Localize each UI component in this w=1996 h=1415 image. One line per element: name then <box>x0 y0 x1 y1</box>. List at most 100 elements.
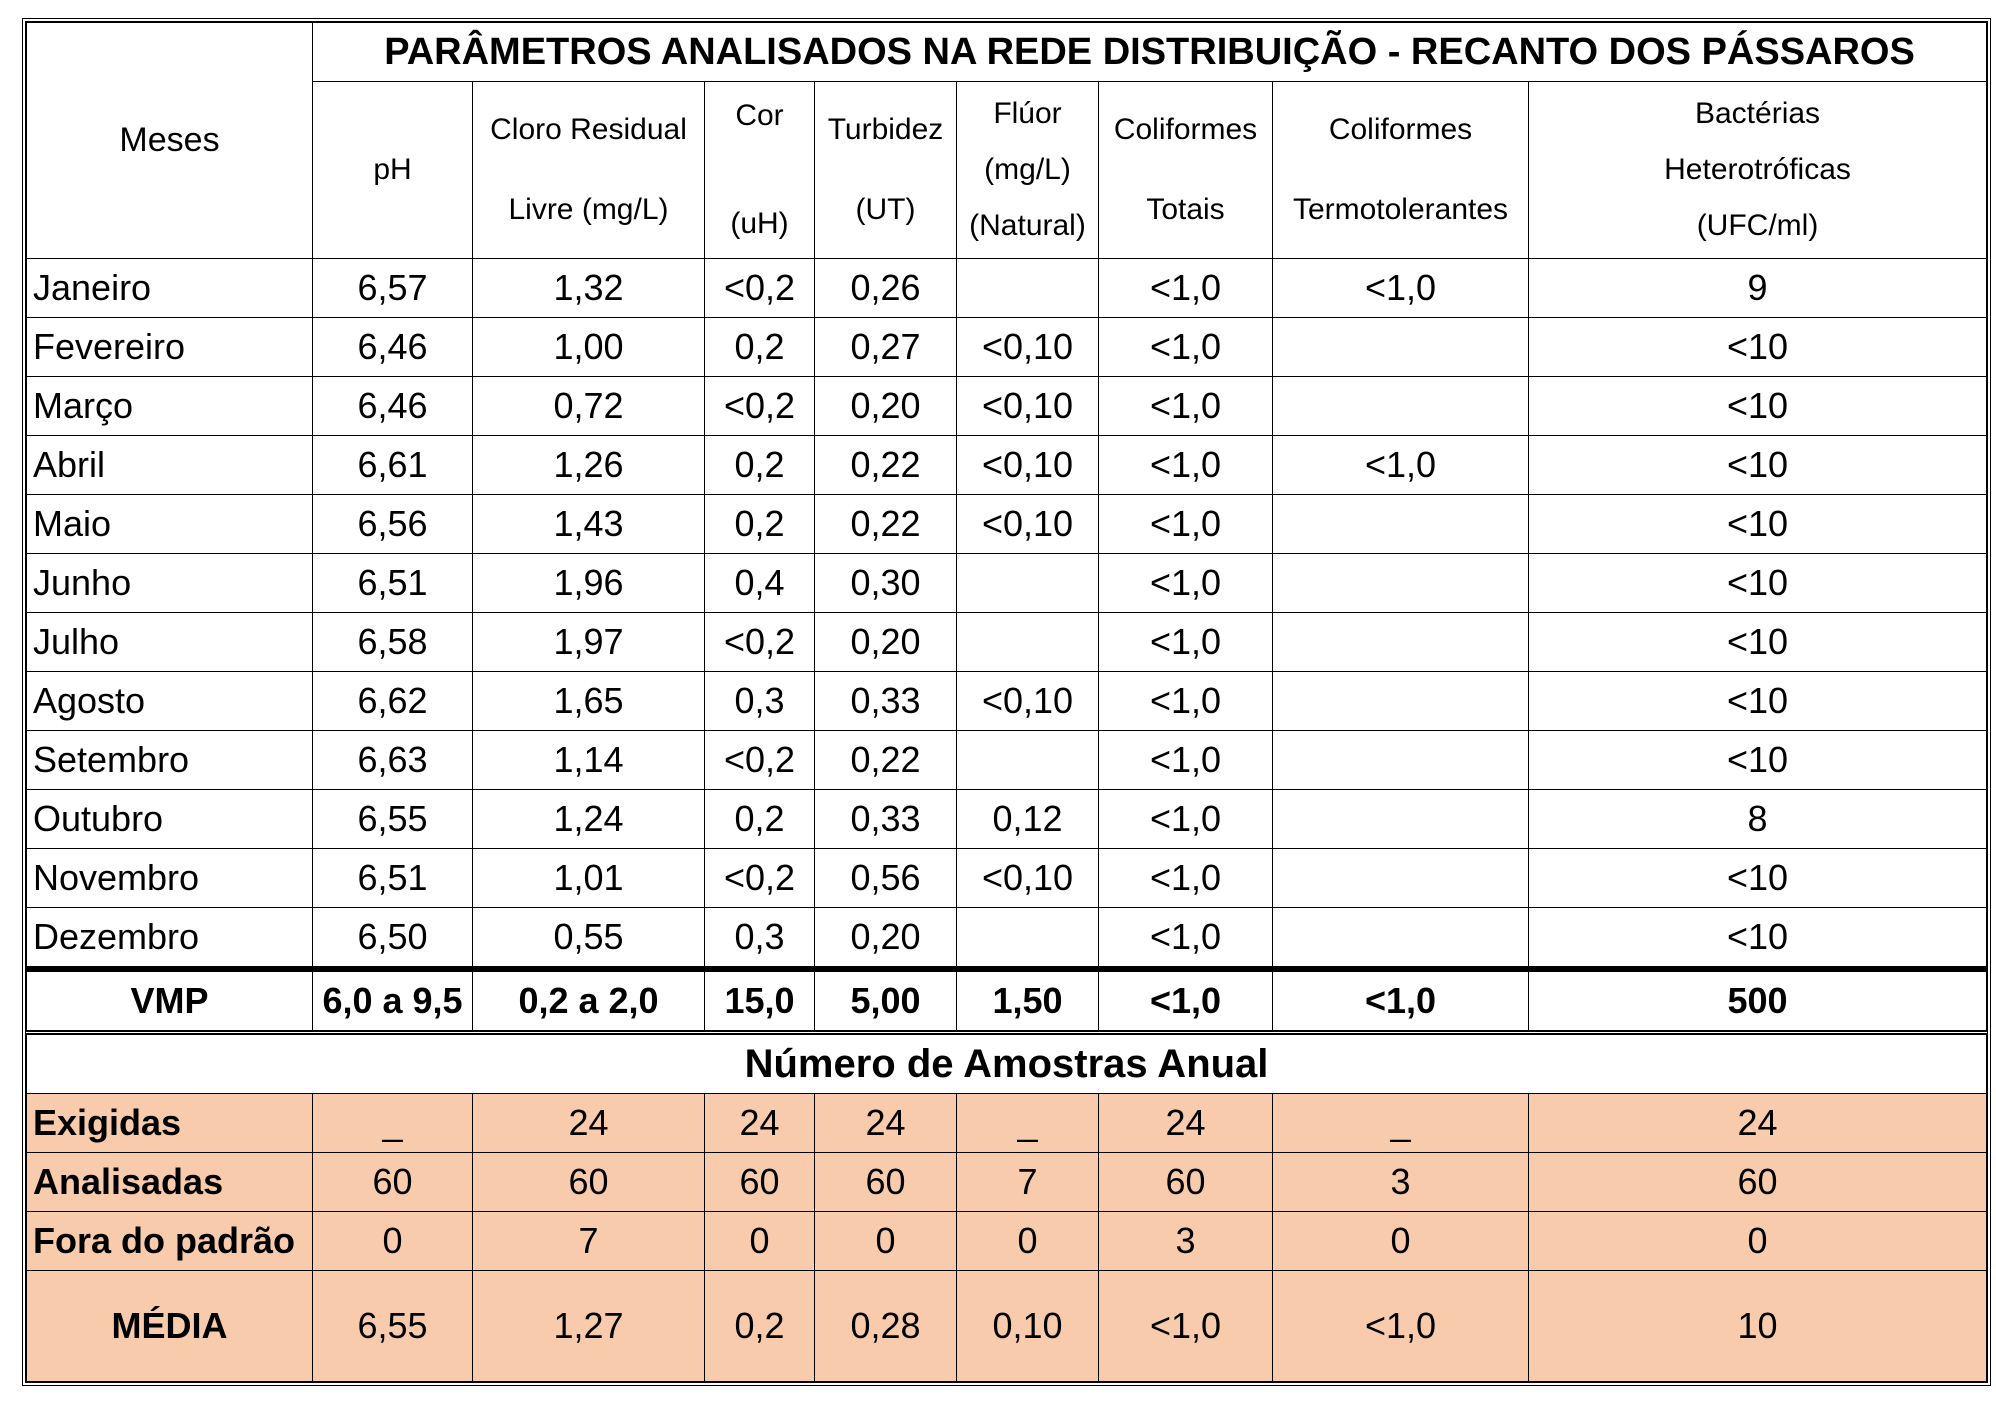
water-quality-table: Meses PARÂMETROS ANALISADOS NA REDE DIST… <box>22 18 1992 1386</box>
value-cell-ph: 6,62 <box>312 671 473 731</box>
value-cell-fluor <box>956 553 1099 613</box>
samples-value-cloro: 60 <box>472 1152 705 1212</box>
value-cell-coliformes-totais: <1,0 <box>1098 730 1273 790</box>
value-cell-coliformes-totais: <1,0 <box>1098 317 1273 377</box>
month-cell: Agosto <box>26 671 313 731</box>
vmp-value-fluor: 1,50 <box>956 966 1099 1035</box>
value-cell-cloro: 1,43 <box>472 494 705 554</box>
value-cell-coliformes-totais: <1,0 <box>1098 789 1273 849</box>
samples-value-bacterias: 60 <box>1527 1152 1988 1212</box>
samples-value-cloro: 7 <box>472 1211 705 1271</box>
table-row: Maio 6,56 1,43 0,2 0,22 <0,10 <1,0 <10 <box>26 494 1988 554</box>
samples-row-label: Fora do padrão <box>26 1211 313 1271</box>
value-cell-turbidez: 0,30 <box>814 553 957 613</box>
value-cell-ph: 6,50 <box>312 907 473 970</box>
table-row: Abril 6,61 1,26 0,2 0,22 <0,10 <1,0 <1,0 <10 <box>26 435 1988 495</box>
value-cell-ph: 6,51 <box>312 553 473 613</box>
media-value-cor: 0,2 <box>704 1270 815 1382</box>
month-cell: Novembro <box>26 848 313 908</box>
value-cell-cloro: 1,00 <box>472 317 705 377</box>
samples-value-cor: 0 <box>704 1211 815 1271</box>
value-cell-fluor: <0,10 <box>956 317 1099 377</box>
value-cell-bacterias: <10 <box>1527 907 1988 970</box>
vmp-value-turbidez: 5,00 <box>814 966 957 1035</box>
table-row: Julho 6,58 1,97 <0,2 0,20 <1,0 <10 <box>26 612 1988 672</box>
value-cell-bacterias: <10 <box>1527 317 1988 377</box>
value-cell-coliformes-termotolerantes <box>1272 907 1529 970</box>
value-cell-cloro: 1,97 <box>472 612 705 672</box>
media-value-cloro: 1,27 <box>472 1270 705 1382</box>
value-cell-ph: 6,46 <box>312 317 473 377</box>
value-cell-coliformes-totais: <1,0 <box>1098 435 1273 495</box>
column-header-bacterias: Bactérias Heterotróficas (UFC/ml) <box>1527 81 1988 259</box>
samples-value-coliformes-totais: 60 <box>1098 1152 1273 1212</box>
value-cell-cor: <0,2 <box>704 612 815 672</box>
value-cell-coliformes-termotolerantes <box>1272 789 1529 849</box>
value-cell-ph: 6,55 <box>312 789 473 849</box>
media-value-coliformes-totais: <1,0 <box>1098 1270 1273 1382</box>
value-cell-coliformes-totais: <1,0 <box>1098 848 1273 908</box>
value-cell-coliformes-totais: <1,0 <box>1098 258 1273 318</box>
samples-value-ph: 60 <box>312 1152 473 1212</box>
value-cell-cor: 0,4 <box>704 553 815 613</box>
month-cell: Abril <box>26 435 313 495</box>
samples-row: Analisadas 60 60 60 60 7 60 3 60 <box>26 1152 1988 1212</box>
value-cell-turbidez: 0,22 <box>814 730 957 790</box>
value-cell-bacterias: <10 <box>1527 612 1988 672</box>
value-cell-coliformes-termotolerantes <box>1272 730 1529 790</box>
value-cell-turbidez: 0,33 <box>814 671 957 731</box>
value-cell-ph: 6,56 <box>312 494 473 554</box>
value-cell-bacterias: <10 <box>1527 848 1988 908</box>
value-cell-fluor: <0,10 <box>956 376 1099 436</box>
samples-value-turbidez: 60 <box>814 1152 957 1212</box>
value-cell-cor: 0,2 <box>704 789 815 849</box>
samples-value-coliformes-totais: 24 <box>1098 1093 1273 1153</box>
value-cell-fluor: <0,10 <box>956 435 1099 495</box>
value-cell-ph: 6,58 <box>312 612 473 672</box>
value-cell-turbidez: 0,22 <box>814 494 957 554</box>
value-cell-coliformes-totais: <1,0 <box>1098 553 1273 613</box>
value-cell-turbidez: 0,20 <box>814 907 957 970</box>
samples-value-bacterias: 24 <box>1527 1093 1988 1153</box>
value-cell-cor: <0,2 <box>704 376 815 436</box>
value-cell-coliformes-termotolerantes <box>1272 376 1529 436</box>
value-cell-ph: 6,61 <box>312 435 473 495</box>
month-cell: Janeiro <box>26 258 313 318</box>
value-cell-bacterias: <10 <box>1527 553 1988 613</box>
value-cell-cor: 0,3 <box>704 907 815 970</box>
value-cell-cloro: 1,65 <box>472 671 705 731</box>
samples-row: Fora do padrão 0 7 0 0 0 3 0 0 <box>26 1211 1988 1271</box>
samples-row: Exigidas _ 24 24 24 _ 24 _ 24 <box>26 1093 1988 1153</box>
value-cell-cor: <0,2 <box>704 730 815 790</box>
value-cell-cloro: 1,01 <box>472 848 705 908</box>
value-cell-cor: <0,2 <box>704 258 815 318</box>
month-cell: Junho <box>26 553 313 613</box>
samples-value-turbidez: 0 <box>814 1211 957 1271</box>
value-cell-ph: 6,63 <box>312 730 473 790</box>
table-row: Fevereiro 6,46 1,00 0,2 0,27 <0,10 <1,0 <10 <box>26 317 1988 377</box>
samples-value-cor: 24 <box>704 1093 815 1153</box>
value-cell-cor: 0,2 <box>704 435 815 495</box>
month-cell: Março <box>26 376 313 436</box>
vmp-label: VMP <box>26 966 313 1035</box>
value-cell-coliformes-totais: <1,0 <box>1098 376 1273 436</box>
samples-value-fluor: 7 <box>956 1152 1099 1212</box>
samples-value-coliformes-totais: 3 <box>1098 1211 1273 1271</box>
value-cell-cloro: 1,32 <box>472 258 705 318</box>
month-cell: Fevereiro <box>26 317 313 377</box>
value-cell-coliformes-totais: <1,0 <box>1098 671 1273 731</box>
value-cell-bacterias: 9 <box>1527 258 1988 318</box>
value-cell-cloro: 1,24 <box>472 789 705 849</box>
value-cell-cloro: 0,55 <box>472 907 705 970</box>
column-header-coliformes-totais: Coliformes Totais <box>1098 81 1273 259</box>
vmp-value-coliformes-totais: <1,0 <box>1098 966 1273 1035</box>
vmp-row: VMP 6,0 a 9,5 0,2 a 2,0 15,0 5,00 1,50 <1,0 <1,… <box>26 966 1988 1035</box>
value-cell-turbidez: 0,27 <box>814 317 957 377</box>
value-cell-bacterias: <10 <box>1527 376 1988 436</box>
value-cell-coliformes-termotolerantes <box>1272 494 1529 554</box>
table-row: Novembro 6,51 1,01 <0,2 0,56 <0,10 <1,0 <10 <box>26 848 1988 908</box>
value-cell-bacterias: <10 <box>1527 671 1988 731</box>
samples-row-label: Analisadas <box>26 1152 313 1212</box>
column-header-turbidez: Turbidez (UT) <box>814 81 957 259</box>
vmp-value-cor: 15,0 <box>704 966 815 1035</box>
